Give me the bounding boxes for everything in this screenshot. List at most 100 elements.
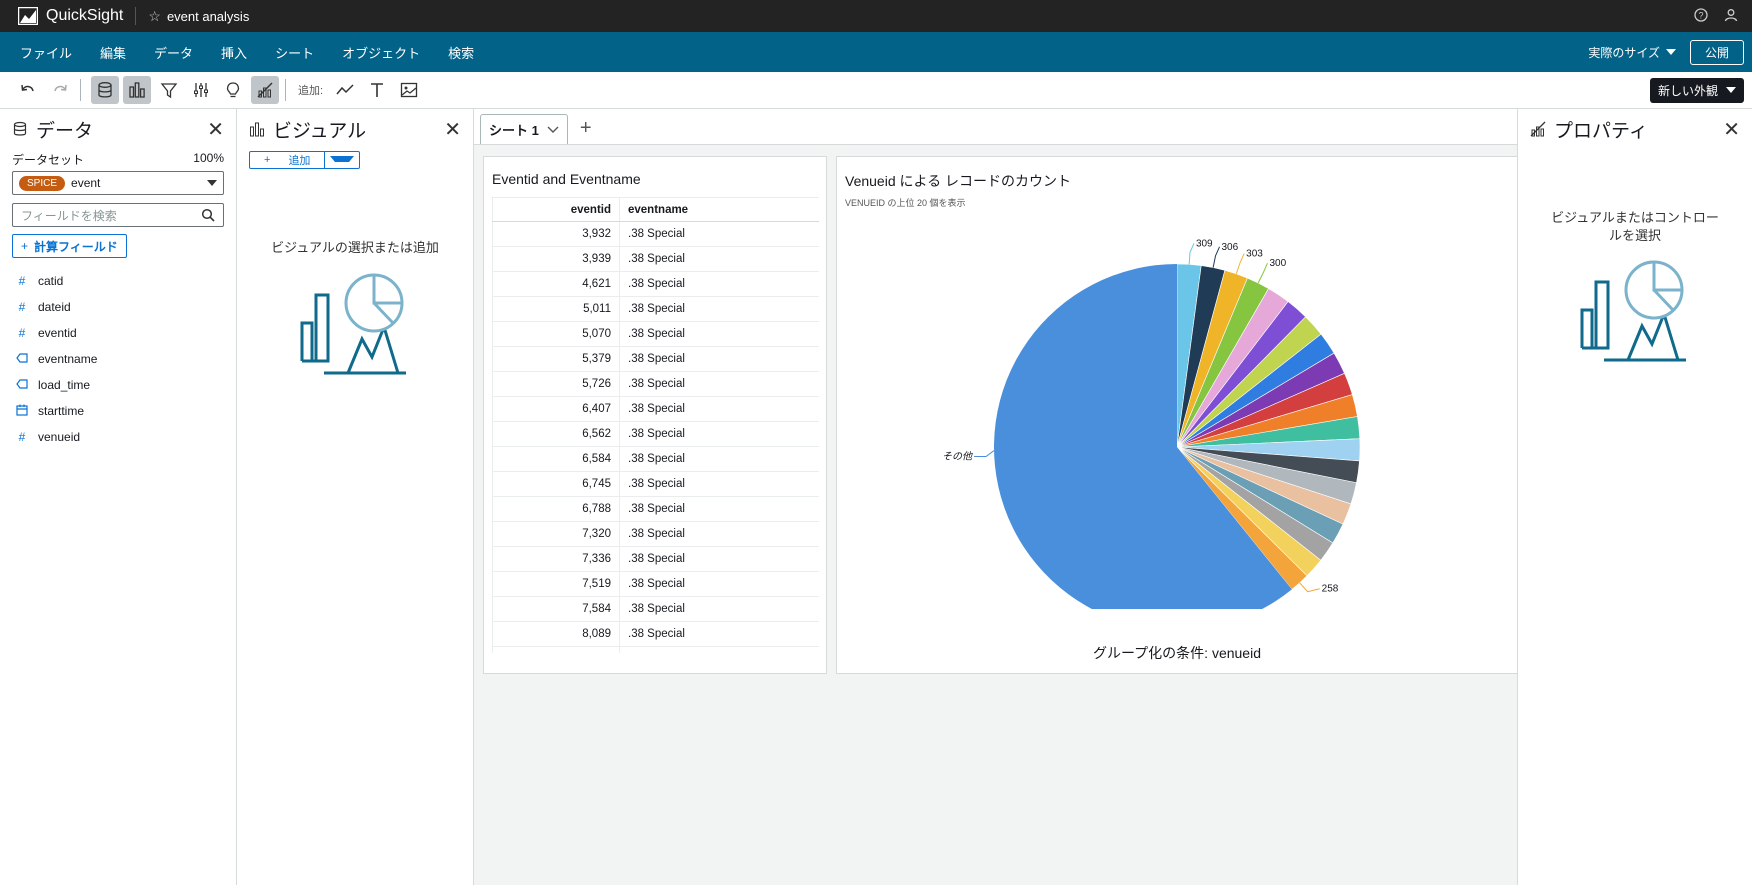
properties-panel-toggle-icon[interactable] — [251, 76, 279, 104]
field-item-eventid[interactable]: # eventid — [0, 320, 236, 346]
table-row[interactable]: 8,089.38 Special — [492, 621, 819, 647]
divider — [80, 79, 81, 101]
filter-icon[interactable] — [155, 76, 183, 104]
data-label: 303 — [1246, 249, 1263, 260]
table-header-row: eventid eventname — [492, 197, 819, 222]
field-item-eventname[interactable]: eventname — [0, 346, 236, 372]
table-row[interactable]: 5,379.38 Special — [492, 346, 819, 372]
table-row[interactable]: 3,939.38 Special — [492, 246, 819, 272]
help-icon[interactable]: ? — [1694, 7, 1708, 25]
spice-badge: SPICE — [19, 175, 66, 191]
table-row[interactable]: 3,932.38 Special — [492, 221, 819, 247]
close-icon[interactable]: ✕ — [444, 118, 461, 141]
menu-sheet[interactable]: シート — [275, 45, 315, 61]
table-row[interactable]: 7,584.38 Special — [492, 596, 819, 622]
dataset-dropdown[interactable]: SPICE event — [12, 171, 224, 195]
redo-icon[interactable] — [46, 76, 74, 104]
cell-eventname: .38 Special — [619, 571, 819, 597]
search-icon[interactable] — [201, 208, 215, 222]
leader-line — [1299, 582, 1320, 593]
menu-insert[interactable]: 挿入 — [221, 45, 248, 61]
visual-subtitle: VENUEID の上位 20 個を表示 — [845, 198, 966, 208]
tab-label: シート 1 — [489, 123, 539, 138]
table-row[interactable]: 6,407.38 Special — [492, 396, 819, 422]
leader-line — [1235, 253, 1245, 275]
publish-button[interactable]: 公開 — [1689, 39, 1744, 65]
cell-eventname: .38 Special — [619, 546, 819, 572]
add-calculated-field-button[interactable]: + 計算フィールド — [12, 234, 127, 258]
close-icon[interactable]: ✕ — [207, 118, 224, 141]
close-icon[interactable]: ✕ — [1723, 118, 1740, 141]
data-label: 306 — [1222, 242, 1239, 253]
pie-visual[interactable]: Venueid による レコードのカウント VENUEID の上位 20 個を表… — [836, 156, 1517, 674]
tab-sheet-1[interactable]: シート 1 — [480, 114, 568, 144]
visuals-panel-toggle-icon[interactable] — [123, 76, 151, 104]
add-line-chart-icon[interactable] — [331, 76, 359, 104]
undo-icon[interactable] — [14, 76, 42, 104]
cell-eventname: .38 Special — [619, 596, 819, 622]
parameters-icon[interactable] — [187, 76, 215, 104]
field-item-load-time[interactable]: load_time — [0, 372, 236, 398]
add-visual-label: 追加 — [288, 155, 311, 167]
menu-data[interactable]: データ — [154, 45, 194, 61]
field-item-venueid[interactable]: # venueid — [0, 424, 236, 450]
data-panel-toggle-icon[interactable] — [91, 76, 119, 104]
menu-object[interactable]: オブジェクト — [342, 45, 421, 61]
number-field-icon: # — [18, 274, 26, 288]
table-row[interactable]: 6,584.38 Special — [492, 446, 819, 472]
table-row[interactable]: 5,011.38 Special — [492, 296, 819, 322]
analysis-title[interactable]: ☆ event analysis — [148, 8, 249, 25]
add-sheet-icon[interactable]: + — [579, 117, 592, 139]
menu-file[interactable]: ファイル — [20, 45, 73, 61]
field-name: starttime — [38, 404, 85, 418]
cell-eventname: .38 Special — [619, 371, 819, 397]
plus-icon: + — [264, 154, 271, 166]
add-text-icon[interactable] — [363, 76, 391, 104]
visuals-panel: ビジュアル ✕ + 追加 ビジュアルの選択または追加 — [237, 109, 474, 885]
user-icon[interactable] — [1724, 8, 1738, 25]
empty-state-text: ビジュアルまたはコントロールを選択 — [1551, 210, 1719, 243]
field-name: load_time — [38, 378, 91, 392]
new-look-button[interactable]: 新しい外観 — [1649, 77, 1744, 103]
cell-eventname: .38 Special — [619, 646, 819, 653]
dataset-label: データセット — [12, 153, 85, 167]
field-item-catid[interactable]: # catid — [0, 268, 236, 294]
chevron-down-icon[interactable] — [547, 126, 559, 134]
table-row[interactable]: 6,788.38 Special — [492, 496, 819, 522]
menu-edit[interactable]: 編集 — [100, 45, 127, 61]
table-row[interactable]: 7,519.38 Special — [492, 571, 819, 597]
cell-eventid: 6,788 — [492, 496, 620, 522]
size-dropdown[interactable]: 実際のサイズ — [1588, 44, 1676, 61]
data-table: eventid eventname 3,932.38 Special 3,939.… — [492, 197, 819, 653]
field-item-starttime[interactable]: starttime — [0, 398, 236, 424]
table-row[interactable]: 7,336.38 Special — [492, 546, 819, 572]
table-row[interactable]: 8,427.38 Special — [492, 646, 819, 653]
table-row[interactable]: 5,726.38 Special — [492, 371, 819, 397]
pie-slice[interactable] — [994, 264, 1292, 609]
cell-eventid: 7,519 — [492, 571, 620, 597]
field-item-dateid[interactable]: # dateid — [0, 294, 236, 320]
table-visual[interactable]: Eventid and Eventname eventid eventname … — [483, 156, 827, 674]
star-icon[interactable]: ☆ — [148, 7, 161, 24]
visual-title: Eventid and Eventname — [492, 171, 641, 187]
table-row[interactable]: 4,621.38 Special — [492, 271, 819, 297]
visual-title: Venueid による レコードのカウント — [845, 173, 1071, 189]
column-header-eventid[interactable]: eventid — [492, 197, 620, 222]
table-row[interactable]: 7,320.38 Special — [492, 521, 819, 547]
app-logo[interactable]: QuickSight — [18, 7, 123, 25]
menu-search[interactable]: 検索 — [448, 45, 475, 61]
table-row[interactable]: 6,745.38 Special — [492, 471, 819, 497]
table-row[interactable]: 6,562.38 Special — [492, 421, 819, 447]
cell-eventname: .38 Special — [619, 321, 819, 347]
table-row[interactable]: 5,070.38 Special — [492, 321, 819, 347]
field-search-input[interactable]: フィールドを検索 — [12, 203, 224, 227]
cell-eventname: .38 Special — [619, 471, 819, 497]
add-visual-button[interactable]: + 追加 — [249, 151, 361, 169]
add-image-icon[interactable] — [395, 76, 423, 104]
add-visual-dropdown[interactable] — [324, 152, 359, 168]
column-header-eventname[interactable]: eventname — [619, 197, 819, 222]
cell-eventname: .38 Special — [619, 521, 819, 547]
top-bar: QuickSight ☆ event analysis ? — [0, 0, 1752, 32]
cell-eventname: .38 Special — [619, 271, 819, 297]
insights-icon[interactable] — [219, 76, 247, 104]
